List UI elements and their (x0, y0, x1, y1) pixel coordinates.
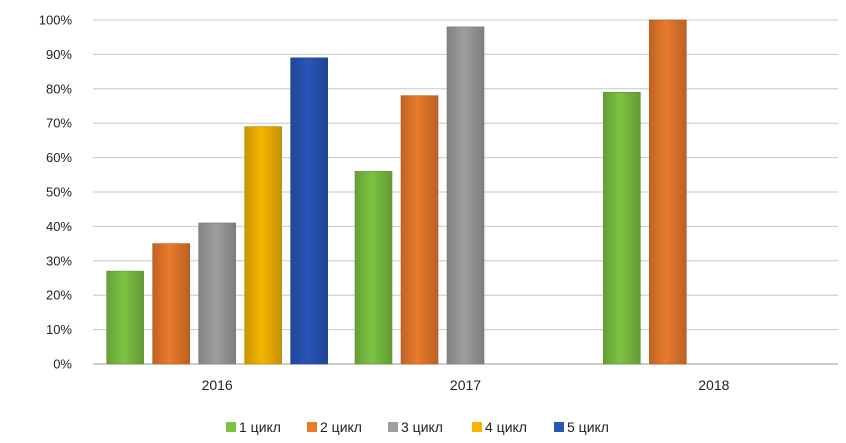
legend-label: 3 цикл (401, 419, 443, 435)
y-tick-label: 90% (46, 47, 72, 62)
bar-2017-series-3 (446, 26, 485, 365)
x-category-label: 2016 (202, 377, 233, 393)
y-tick-label: 20% (46, 288, 72, 303)
y-tick-label: 0% (53, 357, 72, 372)
legend-label: 4 цикл (485, 419, 527, 435)
bar-2017-series-2 (400, 95, 439, 365)
y-tick-label: 60% (46, 150, 72, 165)
y-tick-label: 30% (46, 253, 72, 268)
legend-label: 2 цикл (320, 419, 362, 435)
legend-swatch (388, 422, 398, 432)
legend-swatch (554, 422, 564, 432)
y-tick-label: 40% (46, 219, 72, 234)
bar-2018-series-2 (649, 19, 687, 365)
x-category-label: 2018 (698, 377, 729, 393)
x-category-label: 2017 (450, 377, 481, 393)
x-axis: 2016 2017 2018 (202, 377, 730, 393)
legend-label: 5 цикл (567, 419, 609, 435)
y-tick-label: 80% (46, 81, 72, 96)
bar-2018-series-1 (603, 91, 641, 365)
y-tick-label: 10% (46, 322, 72, 337)
bars (106, 19, 687, 365)
y-tick-label: 100% (39, 13, 73, 28)
legend: 1 цикл 2 цикл 3 цикл 4 цикл 5 цикл (226, 419, 609, 435)
y-axis: 0% 10% 20% 30% 40% 50% 60% 70% 80% 90% 100% (39, 13, 73, 372)
bar-2017-series-1 (354, 171, 393, 365)
bar-2016-series-1 (106, 270, 144, 365)
legend-swatch (307, 422, 317, 432)
bar-2016-series-3 (198, 222, 236, 365)
bar-2016-series-5 (290, 57, 328, 365)
legend-label: 1 цикл (239, 419, 281, 435)
legend-swatch (226, 422, 236, 432)
y-tick-label: 70% (46, 116, 72, 131)
bar-2016-series-4 (244, 126, 282, 365)
legend-swatch (472, 422, 482, 432)
y-tick-label: 50% (46, 185, 72, 200)
bar-2016-series-2 (152, 243, 190, 365)
